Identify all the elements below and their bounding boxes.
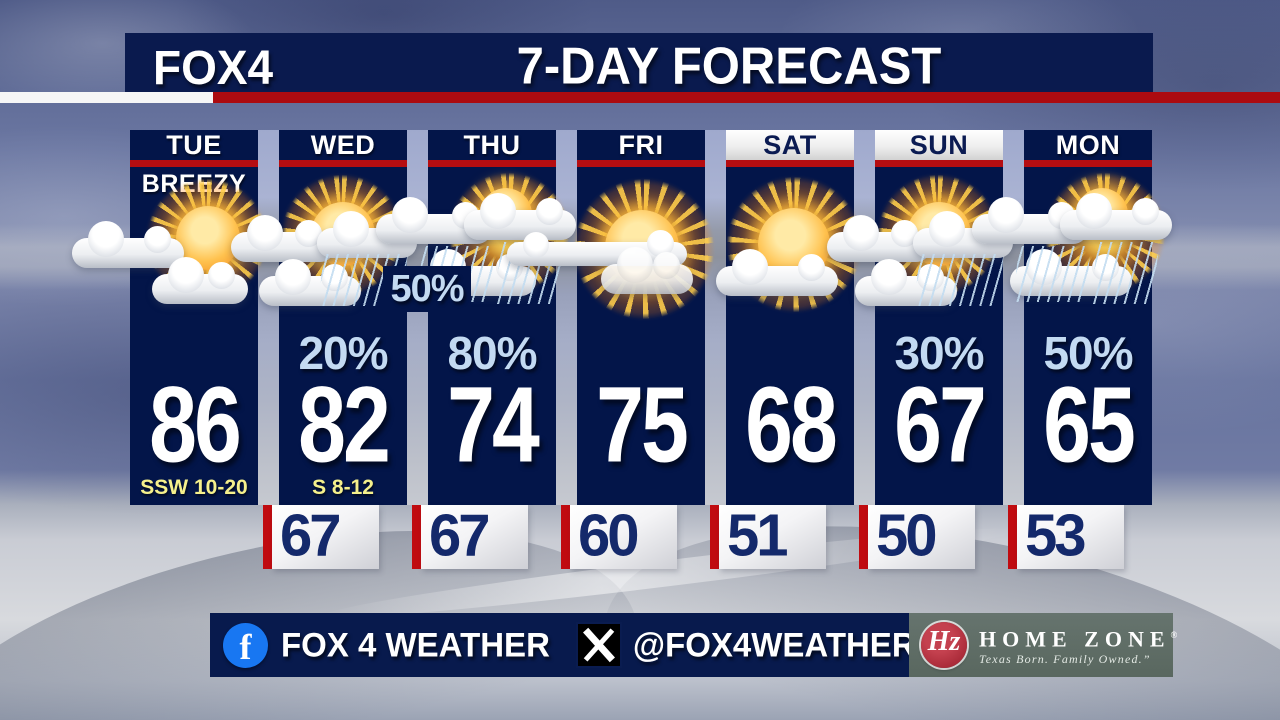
low-accent-bar bbox=[263, 505, 272, 569]
day-header: THU bbox=[428, 130, 556, 160]
low-temp: 67 bbox=[280, 502, 341, 569]
low-temp-box-mon: 53 bbox=[1008, 502, 1124, 569]
day-header: FRI bbox=[577, 130, 705, 160]
wind-label: S 8-12 bbox=[312, 476, 374, 499]
twitter-handle: @FOX4WEATHER bbox=[632, 625, 916, 664]
day-header: MON bbox=[1024, 130, 1152, 160]
overnight-precip-value: 50% bbox=[390, 268, 464, 310]
header-red-strip bbox=[213, 92, 1280, 103]
low-accent-bar bbox=[561, 505, 570, 569]
high-temp: 82 bbox=[298, 365, 391, 485]
high-temp: 68 bbox=[745, 365, 838, 485]
day-underline bbox=[130, 160, 258, 167]
low-temp: 67 bbox=[429, 502, 490, 569]
high-temp: 67 bbox=[894, 365, 987, 485]
day-label: MON bbox=[1055, 130, 1121, 160]
day-underline bbox=[1024, 160, 1152, 167]
day-header: WED bbox=[279, 130, 407, 160]
low-temp-box-thu: 67 bbox=[412, 502, 528, 569]
low-accent-bar bbox=[859, 505, 868, 569]
page-title: 7-DAY FORECAST bbox=[516, 38, 942, 96]
precip-chance: 20% bbox=[298, 327, 388, 379]
low-accent-bar bbox=[1008, 505, 1017, 569]
low-accent-bar bbox=[710, 505, 719, 569]
high-temp: 86 bbox=[149, 365, 242, 485]
precip-chance: 50% bbox=[1043, 327, 1133, 379]
day-label: SUN bbox=[909, 130, 969, 160]
facebook-icon bbox=[223, 622, 268, 668]
low-temp-box-sun: 50 bbox=[859, 502, 975, 569]
day-underline bbox=[875, 160, 1003, 167]
clouds-rain-icon bbox=[972, 168, 1188, 327]
low-temp-box-sat: 51 bbox=[710, 502, 826, 569]
precip-chance: 30% bbox=[894, 327, 984, 379]
day-label: THU bbox=[463, 130, 521, 160]
day-header: TUE bbox=[130, 130, 258, 160]
day-label: WED bbox=[310, 130, 376, 160]
home-zone-monogram: Hz bbox=[927, 626, 961, 657]
day-underline bbox=[577, 160, 705, 167]
sponsor-panel: Hz HOME ZONE® Texas Born. Family Owned.” bbox=[909, 613, 1177, 677]
social-banner: FOX 4 WEATHER @FOX4WEATHER bbox=[210, 613, 916, 677]
forecast-column-thu: THU 80% 74 bbox=[376, 130, 576, 505]
forecast-column-sat: SAT 68 bbox=[716, 130, 867, 505]
forecast-column-wed: WED 20% 82 S 8-12 bbox=[231, 130, 417, 505]
header-white-strip bbox=[0, 92, 213, 103]
day-label: FRI bbox=[618, 130, 664, 160]
low-temp: 50 bbox=[876, 502, 937, 569]
high-temp: 65 bbox=[1043, 365, 1136, 485]
day-underline bbox=[428, 160, 556, 167]
forecast-column-sun: SUN 30% 67 bbox=[827, 130, 1013, 505]
overnight-precip-box: 50% bbox=[383, 266, 471, 312]
sponsor-name: HOME ZONE® bbox=[979, 626, 1178, 652]
home-zone-logo-icon: Hz bbox=[921, 622, 967, 668]
day-underline bbox=[279, 160, 407, 167]
low-temp: 60 bbox=[578, 502, 639, 569]
partly-cloudy-icon bbox=[72, 174, 294, 327]
day-label: SAT bbox=[763, 130, 817, 160]
low-temp: 53 bbox=[1025, 502, 1086, 569]
high-temp: 75 bbox=[596, 365, 689, 485]
wind-label: SSW 10-20 bbox=[140, 476, 248, 499]
high-temp: 74 bbox=[447, 365, 540, 485]
low-temp-box-wed: 67 bbox=[263, 502, 379, 569]
day-header: SAT bbox=[726, 130, 854, 160]
header-banner: FOX4 7-DAY FORECAST bbox=[125, 33, 1153, 95]
low-accent-bar bbox=[412, 505, 421, 569]
mostly-sunny-icon bbox=[507, 174, 741, 327]
registered-mark: ® bbox=[1170, 629, 1178, 640]
day-header: SUN bbox=[875, 130, 1003, 160]
low-temp-box-fri: 60 bbox=[561, 502, 677, 569]
forecast-column-fri: FRI 75 bbox=[507, 130, 719, 505]
facebook-handle: FOX 4 WEATHER bbox=[281, 625, 550, 664]
sponsor-tagline: Texas Born. Family Owned.” bbox=[979, 652, 1151, 667]
forecast-column-tue: TUE BREEZY 86 SSW 10-20 bbox=[72, 130, 272, 505]
low-temp: 51 bbox=[727, 502, 788, 569]
precip-chance: 80% bbox=[447, 327, 537, 379]
day-underline bbox=[726, 160, 854, 167]
day-label: TUE bbox=[166, 130, 222, 160]
forecast-column-mon: MON 50% 65 bbox=[972, 130, 1172, 505]
fox4-logo: FOX4 bbox=[153, 40, 274, 95]
x-twitter-icon bbox=[575, 622, 622, 668]
